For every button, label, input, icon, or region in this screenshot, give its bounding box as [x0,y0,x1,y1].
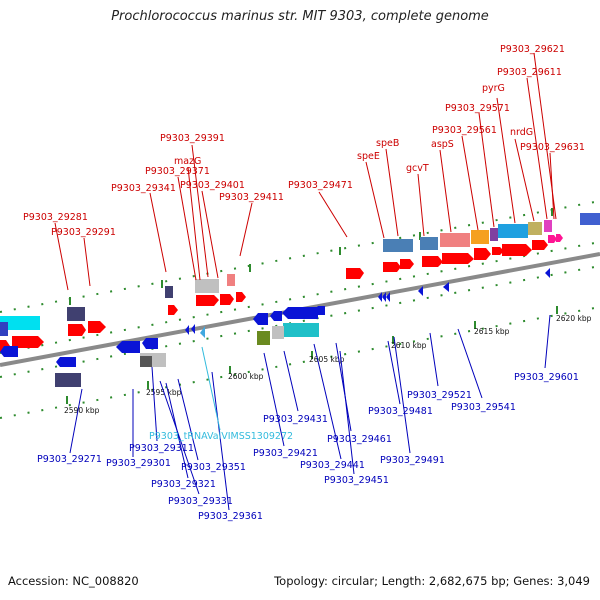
gene-label-p9303-29421[interactable]: P9303_29421 [253,448,318,459]
gene-label-p9303-29281[interactable]: P9303_29281 [23,212,88,223]
gene-label-p9303-29291[interactable]: P9303_29291 [51,227,116,238]
forward-feature-boxes [0,213,600,336]
gene-label-p9303-29491[interactable]: P9303_29491 [380,455,445,466]
reverse-label-connectors [69,314,551,511]
forward-gene-labels: P9303_29621 P9303_29611 pyrG P9303_29571… [23,44,585,238]
gene-label-trna-val[interactable]: P9303_tRNAValVIMSS1309272 [149,431,293,442]
scale-label-2615: 2615 kbp [474,327,510,336]
gene-label-p9303-29571[interactable]: P9303_29571 [445,103,510,114]
gene-label-p9303-29631[interactable]: P9303_29631 [520,142,585,153]
scale-label-2600: 2600 kbp [228,372,264,381]
gene-label-p9303-29431[interactable]: P9303_29431 [263,414,328,425]
gene-label-p9303-29541[interactable]: P9303_29541 [451,402,516,413]
gene-label-nrdg[interactable]: nrdG [510,127,533,138]
gene-label-p9303-29311[interactable]: P9303_29311 [129,443,194,454]
gene-label-asps[interactable]: aspS [431,139,454,150]
gene-label-p9303-29441[interactable]: P9303_29441 [300,460,365,471]
gene-label-p9303-29301[interactable]: P9303_29301 [106,458,171,469]
gene-label-gcvt[interactable]: gcvT [406,163,429,174]
map-title: Prochlorococcus marinus str. MIT 9303, c… [111,9,489,24]
rna-gene [200,326,205,338]
forward-genes [0,240,548,352]
gene-label-mazg[interactable]: mazG [174,156,201,167]
scale-label-2590: 2590 kbp [64,406,100,415]
reverse-gene-labels: P9303_29601 P9303_29521 P9303_29541 P930… [37,372,579,522]
gene-label-p9303-29361[interactable]: P9303_29361 [198,511,263,522]
reverse-genes [0,268,550,367]
gene-label-p9303-29481[interactable]: P9303_29481 [368,406,433,417]
scale-ticks [66,208,558,404]
gene-label-p9303-29521[interactable]: P9303_29521 [407,390,472,401]
gene-label-p9303-29321[interactable]: P9303_29321 [151,479,216,490]
gene-label-p9303-29601[interactable]: P9303_29601 [514,372,579,383]
gene-label-p9303-29331[interactable]: P9303_29331 [168,496,233,507]
scale-label-2605: 2605 kbp [309,355,345,364]
forward-genes-pink [548,234,563,243]
gene-label-pyrg[interactable]: pyrG [482,83,505,94]
scale-label-2620: 2620 kbp [556,314,592,323]
gene-label-p9303-29471[interactable]: P9303_29471 [288,180,353,191]
gene-label-p9303-29411[interactable]: P9303_29411 [219,192,284,203]
reverse-feature-boxes [55,323,319,387]
gene-label-p9303-29451[interactable]: P9303_29451 [324,475,389,486]
rna-label-connector [201,346,221,431]
gene-label-p9303-29371[interactable]: P9303_29371 [145,166,210,177]
gene-label-p9303-29621[interactable]: P9303_29621 [500,44,565,55]
gene-label-p9303-29401[interactable]: P9303_29401 [180,180,245,191]
gene-label-speb[interactable]: speB [376,138,399,149]
scale-label-2610: 2610 kbp [391,341,427,350]
gene-label-p9303-29351[interactable]: P9303_29351 [181,462,246,473]
gene-label-p9303-29341[interactable]: P9303_29341 [111,183,176,194]
gene-label-p9303-29461[interactable]: P9303_29461 [327,434,392,445]
gene-label-p9303-29611[interactable]: P9303_29611 [497,67,562,78]
forward-label-connectors [54,52,557,291]
gene-label-p9303-29271[interactable]: P9303_29271 [37,454,102,465]
gene-label-spee[interactable]: speE [357,151,380,162]
topology-text: Topology: circular; Length: 2,682,675 bp… [274,574,590,588]
accession-text: Accession: NC_008820 [8,574,139,588]
gene-label-p9303-29561[interactable]: P9303_29561 [432,125,497,136]
gene-label-p9303-29391[interactable]: P9303_29391 [160,133,225,144]
